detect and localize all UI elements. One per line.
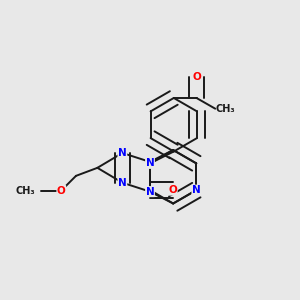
Text: CH₃: CH₃ [16,186,35,196]
Text: N: N [118,148,127,158]
Text: N: N [118,178,127,188]
Text: N: N [146,158,154,168]
Text: CH₃: CH₃ [215,104,235,114]
Text: O: O [192,72,201,82]
Text: N: N [146,187,154,196]
Text: N: N [192,185,201,195]
Text: O: O [57,186,66,196]
Text: O: O [168,185,177,195]
